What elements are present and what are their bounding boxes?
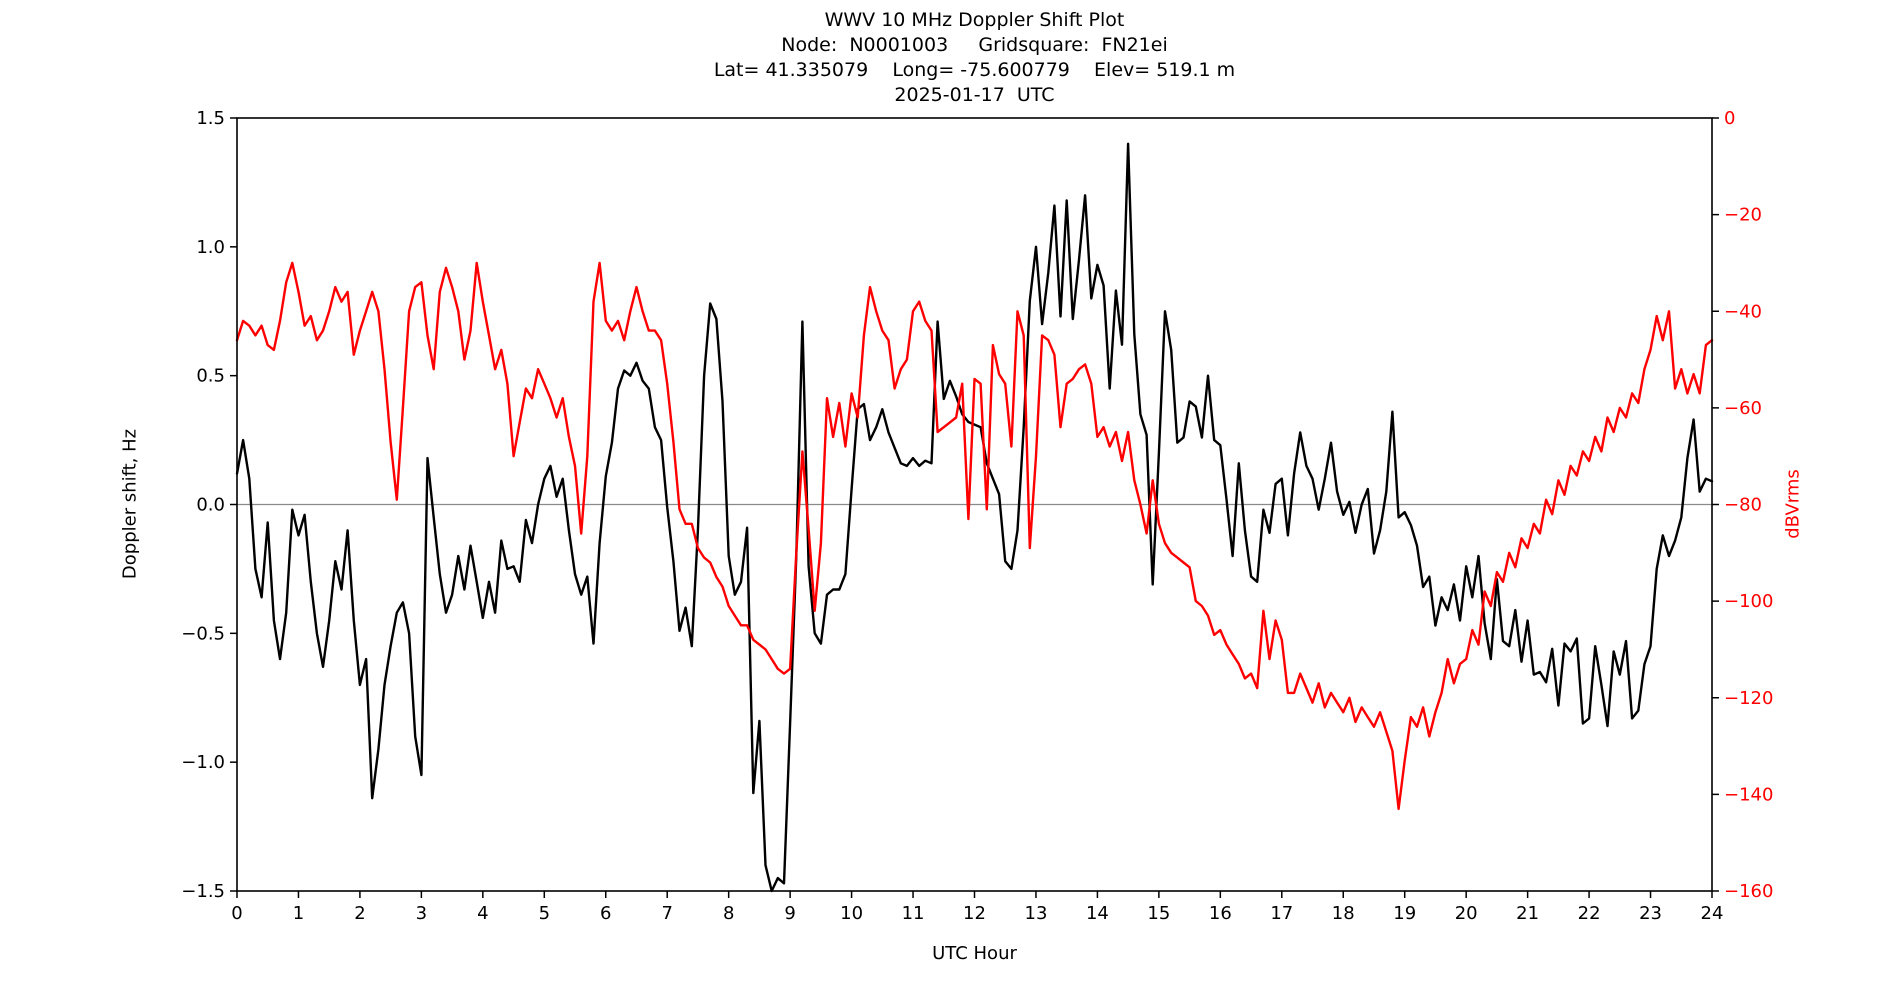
right-tick-label: 0 [1724, 108, 1735, 129]
x-tick-label: 13 [1025, 903, 1048, 924]
x-tick-label: 2 [354, 903, 365, 924]
x-tick-label: 22 [1578, 903, 1601, 924]
doppler-shift-line [235, 142, 1714, 893]
x-tick-label: 20 [1455, 903, 1478, 924]
x-tick-label: 21 [1516, 903, 1539, 924]
right-tick-label: −100 [1724, 591, 1773, 612]
left-tick-label: 1.5 [196, 108, 225, 129]
right-axis-label: dBVrms [1782, 469, 1804, 539]
lat-long-elev-line: Lat= 41.335079 Long= -75.600779 Elev= 51… [713, 59, 1236, 81]
x-tick-label: 9 [784, 903, 795, 924]
x-tick-label: 5 [539, 903, 550, 924]
title-block: WWV 10 MHz Doppler Shift Plot Node: N000… [237, 8, 1712, 108]
x-tick-label: 0 [231, 903, 242, 924]
right-tick-label: −120 [1724, 688, 1773, 709]
x-tick-label: 4 [477, 903, 488, 924]
left-tick-label: −1.0 [181, 752, 225, 773]
right-tick-label: −80 [1724, 495, 1762, 516]
right-tick-label: −140 [1724, 784, 1773, 805]
right-tick-label: −20 [1724, 205, 1762, 226]
left-tick-label: 0.5 [196, 366, 225, 387]
left-tick-label: 1.0 [196, 237, 225, 258]
x-tick-label: 23 [1639, 903, 1662, 924]
x-tick-label: 19 [1393, 903, 1416, 924]
x-tick-label: 14 [1086, 903, 1109, 924]
left-tick-label: −1.5 [181, 881, 225, 902]
x-tick-label: 16 [1209, 903, 1232, 924]
x-tick-label: 3 [416, 903, 427, 924]
right-tick-label: −160 [1724, 881, 1773, 902]
left-tick-label: 0.0 [196, 495, 225, 516]
x-tick-label: 12 [963, 903, 986, 924]
x-tick-label: 15 [1147, 903, 1170, 924]
right-tick-label: −40 [1724, 301, 1762, 322]
plot-title: WWV 10 MHz Doppler Shift Plot [824, 9, 1125, 31]
left-axis-label: Doppler shift, Hz [119, 428, 141, 580]
left-tick-label: −0.5 [181, 623, 225, 644]
x-tick-label: 10 [840, 903, 863, 924]
x-tick-label: 6 [600, 903, 611, 924]
x-tick-label: 18 [1332, 903, 1355, 924]
right-tick-label: −60 [1724, 398, 1762, 419]
x-tick-label: 7 [661, 903, 672, 924]
dbvrms-line [235, 261, 1714, 811]
x-tick-label: 1 [293, 903, 304, 924]
x-tick-label: 24 [1701, 903, 1724, 924]
x-axis-label: UTC Hour [932, 943, 1017, 964]
x-tick-label: 17 [1270, 903, 1293, 924]
x-tick-label: 11 [902, 903, 925, 924]
node-gridsquare-line: Node: N0001003 Gridsquare: FN21ei [781, 34, 1168, 56]
x-tick-label: 8 [723, 903, 734, 924]
date-line: 2025-01-17 UTC [894, 84, 1055, 106]
